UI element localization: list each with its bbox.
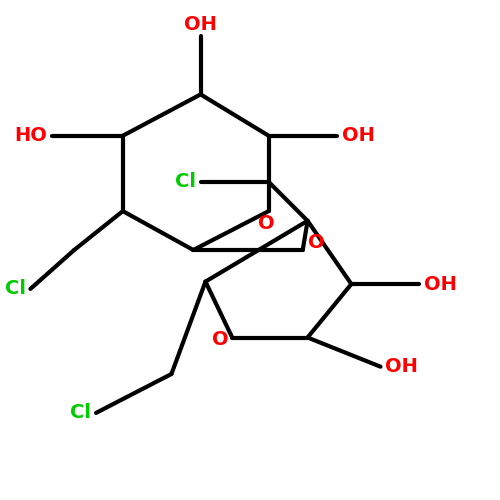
Text: O: O [212,330,228,349]
Text: O: O [308,233,324,252]
Text: OH: OH [342,126,374,145]
Text: OH: OH [386,357,418,376]
Text: O: O [258,214,274,233]
Text: Cl: Cl [4,280,25,298]
Text: Cl: Cl [70,404,91,422]
Text: OH: OH [424,274,457,293]
Text: Cl: Cl [175,172,196,192]
Text: HO: HO [14,126,48,145]
Text: OH: OH [184,14,217,34]
